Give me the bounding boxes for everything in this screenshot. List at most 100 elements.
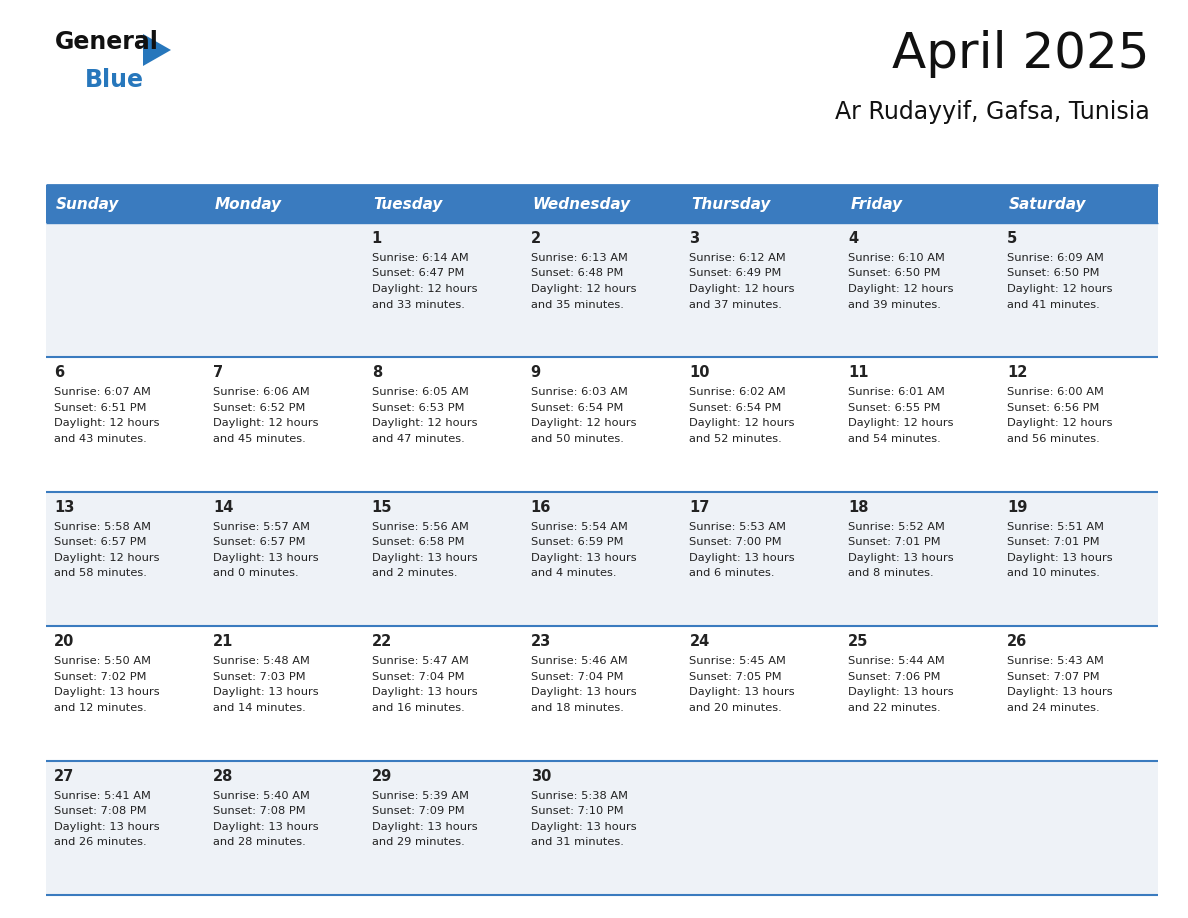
Text: Daylight: 13 hours: Daylight: 13 hours <box>213 688 318 697</box>
Text: and 58 minutes.: and 58 minutes. <box>53 568 147 578</box>
Text: Friday: Friday <box>851 196 903 211</box>
Text: Sunset: 6:54 PM: Sunset: 6:54 PM <box>689 403 782 413</box>
Text: 12: 12 <box>1007 365 1028 380</box>
Text: Daylight: 13 hours: Daylight: 13 hours <box>689 553 795 563</box>
Bar <box>46 223 1158 357</box>
Text: Daylight: 12 hours: Daylight: 12 hours <box>213 419 318 429</box>
Bar <box>46 626 1158 761</box>
Bar <box>46 761 1158 895</box>
Text: and 33 minutes.: and 33 minutes. <box>372 299 465 309</box>
Text: Sunset: 7:03 PM: Sunset: 7:03 PM <box>213 672 305 682</box>
Text: Sunset: 7:01 PM: Sunset: 7:01 PM <box>1007 537 1100 547</box>
Text: Sunrise: 5:45 AM: Sunrise: 5:45 AM <box>689 656 786 666</box>
Text: Sunrise: 5:57 AM: Sunrise: 5:57 AM <box>213 521 310 532</box>
Text: and 20 minutes.: and 20 minutes. <box>689 702 782 712</box>
Text: Sunrise: 5:53 AM: Sunrise: 5:53 AM <box>689 521 786 532</box>
Text: Sunset: 7:10 PM: Sunset: 7:10 PM <box>531 806 624 816</box>
Text: Sunset: 6:50 PM: Sunset: 6:50 PM <box>1007 268 1100 278</box>
Text: 13: 13 <box>53 499 75 515</box>
Text: Daylight: 13 hours: Daylight: 13 hours <box>213 822 318 832</box>
Text: and 22 minutes.: and 22 minutes. <box>848 702 941 712</box>
Text: 2: 2 <box>531 231 541 246</box>
Text: 14: 14 <box>213 499 233 515</box>
Text: and 50 minutes.: and 50 minutes. <box>531 434 624 444</box>
Text: Daylight: 12 hours: Daylight: 12 hours <box>531 419 636 429</box>
Text: Sunset: 7:08 PM: Sunset: 7:08 PM <box>213 806 305 816</box>
Text: Sunset: 7:04 PM: Sunset: 7:04 PM <box>531 672 623 682</box>
Text: Sunrise: 6:06 AM: Sunrise: 6:06 AM <box>213 387 310 397</box>
Text: and 0 minutes.: and 0 minutes. <box>213 568 298 578</box>
Text: Daylight: 13 hours: Daylight: 13 hours <box>1007 688 1113 697</box>
Text: and 16 minutes.: and 16 minutes. <box>372 702 465 712</box>
Text: Sunrise: 6:00 AM: Sunrise: 6:00 AM <box>1007 387 1104 397</box>
Text: 23: 23 <box>531 634 551 649</box>
Text: Daylight: 13 hours: Daylight: 13 hours <box>53 688 159 697</box>
Text: and 31 minutes.: and 31 minutes. <box>531 837 624 847</box>
Text: and 18 minutes.: and 18 minutes. <box>531 702 624 712</box>
Text: Sunrise: 6:09 AM: Sunrise: 6:09 AM <box>1007 253 1104 263</box>
Text: Sunset: 6:47 PM: Sunset: 6:47 PM <box>372 268 465 278</box>
Text: 9: 9 <box>531 365 541 380</box>
Bar <box>46 357 1158 492</box>
Text: Sunset: 6:55 PM: Sunset: 6:55 PM <box>848 403 941 413</box>
Text: and 4 minutes.: and 4 minutes. <box>531 568 617 578</box>
Text: Daylight: 12 hours: Daylight: 12 hours <box>848 284 954 294</box>
Text: General: General <box>55 30 159 54</box>
Text: 18: 18 <box>848 499 868 515</box>
Text: 24: 24 <box>689 634 709 649</box>
Text: Daylight: 12 hours: Daylight: 12 hours <box>1007 284 1113 294</box>
Text: Sunrise: 5:44 AM: Sunrise: 5:44 AM <box>848 656 944 666</box>
Text: and 45 minutes.: and 45 minutes. <box>213 434 305 444</box>
Text: Ar Rudayyif, Gafsa, Tunisia: Ar Rudayyif, Gafsa, Tunisia <box>835 100 1150 124</box>
Text: 27: 27 <box>53 768 74 784</box>
Text: and 24 minutes.: and 24 minutes. <box>1007 702 1100 712</box>
Text: Sunset: 7:01 PM: Sunset: 7:01 PM <box>848 537 941 547</box>
Text: 8: 8 <box>372 365 383 380</box>
Text: Sunset: 6:51 PM: Sunset: 6:51 PM <box>53 403 146 413</box>
Text: Sunrise: 6:03 AM: Sunrise: 6:03 AM <box>531 387 627 397</box>
Text: 28: 28 <box>213 768 233 784</box>
Text: April 2025: April 2025 <box>892 30 1150 78</box>
Text: Tuesday: Tuesday <box>374 196 443 211</box>
Text: Sunset: 7:00 PM: Sunset: 7:00 PM <box>689 537 782 547</box>
Text: and 35 minutes.: and 35 minutes. <box>531 299 624 309</box>
Text: Sunrise: 5:48 AM: Sunrise: 5:48 AM <box>213 656 310 666</box>
Text: 1: 1 <box>372 231 383 246</box>
Text: 30: 30 <box>531 768 551 784</box>
Text: Daylight: 13 hours: Daylight: 13 hours <box>531 688 637 697</box>
Text: Daylight: 12 hours: Daylight: 12 hours <box>372 284 478 294</box>
Text: Sunset: 6:56 PM: Sunset: 6:56 PM <box>1007 403 1100 413</box>
Text: Sunrise: 5:38 AM: Sunrise: 5:38 AM <box>531 790 627 800</box>
Text: 7: 7 <box>213 365 223 380</box>
Text: Sunset: 6:58 PM: Sunset: 6:58 PM <box>372 537 465 547</box>
Text: Sunrise: 5:51 AM: Sunrise: 5:51 AM <box>1007 521 1104 532</box>
Text: Daylight: 12 hours: Daylight: 12 hours <box>848 419 954 429</box>
Text: Sunrise: 6:05 AM: Sunrise: 6:05 AM <box>372 387 468 397</box>
Text: and 56 minutes.: and 56 minutes. <box>1007 434 1100 444</box>
Text: Sunrise: 6:01 AM: Sunrise: 6:01 AM <box>848 387 946 397</box>
Text: 10: 10 <box>689 365 710 380</box>
Text: 25: 25 <box>848 634 868 649</box>
Text: Sunset: 7:04 PM: Sunset: 7:04 PM <box>372 672 465 682</box>
Text: Sunset: 6:50 PM: Sunset: 6:50 PM <box>848 268 941 278</box>
Text: Daylight: 13 hours: Daylight: 13 hours <box>848 688 954 697</box>
Text: and 10 minutes.: and 10 minutes. <box>1007 568 1100 578</box>
Text: Sunrise: 5:52 AM: Sunrise: 5:52 AM <box>848 521 946 532</box>
Text: Sunrise: 6:14 AM: Sunrise: 6:14 AM <box>372 253 468 263</box>
Text: and 52 minutes.: and 52 minutes. <box>689 434 782 444</box>
Bar <box>46 492 1158 626</box>
Text: Sunrise: 5:41 AM: Sunrise: 5:41 AM <box>53 790 151 800</box>
Text: Daylight: 13 hours: Daylight: 13 hours <box>372 822 478 832</box>
Text: 5: 5 <box>1007 231 1017 246</box>
Text: Daylight: 13 hours: Daylight: 13 hours <box>372 688 478 697</box>
Text: Sunset: 6:59 PM: Sunset: 6:59 PM <box>531 537 623 547</box>
Text: Sunrise: 5:54 AM: Sunrise: 5:54 AM <box>531 521 627 532</box>
Text: 29: 29 <box>372 768 392 784</box>
Text: and 8 minutes.: and 8 minutes. <box>848 568 934 578</box>
Text: and 47 minutes.: and 47 minutes. <box>372 434 465 444</box>
Text: Monday: Monday <box>215 196 282 211</box>
Text: Daylight: 12 hours: Daylight: 12 hours <box>1007 419 1113 429</box>
Text: Daylight: 13 hours: Daylight: 13 hours <box>1007 553 1113 563</box>
Text: Daylight: 13 hours: Daylight: 13 hours <box>213 553 318 563</box>
Text: Daylight: 12 hours: Daylight: 12 hours <box>53 419 159 429</box>
